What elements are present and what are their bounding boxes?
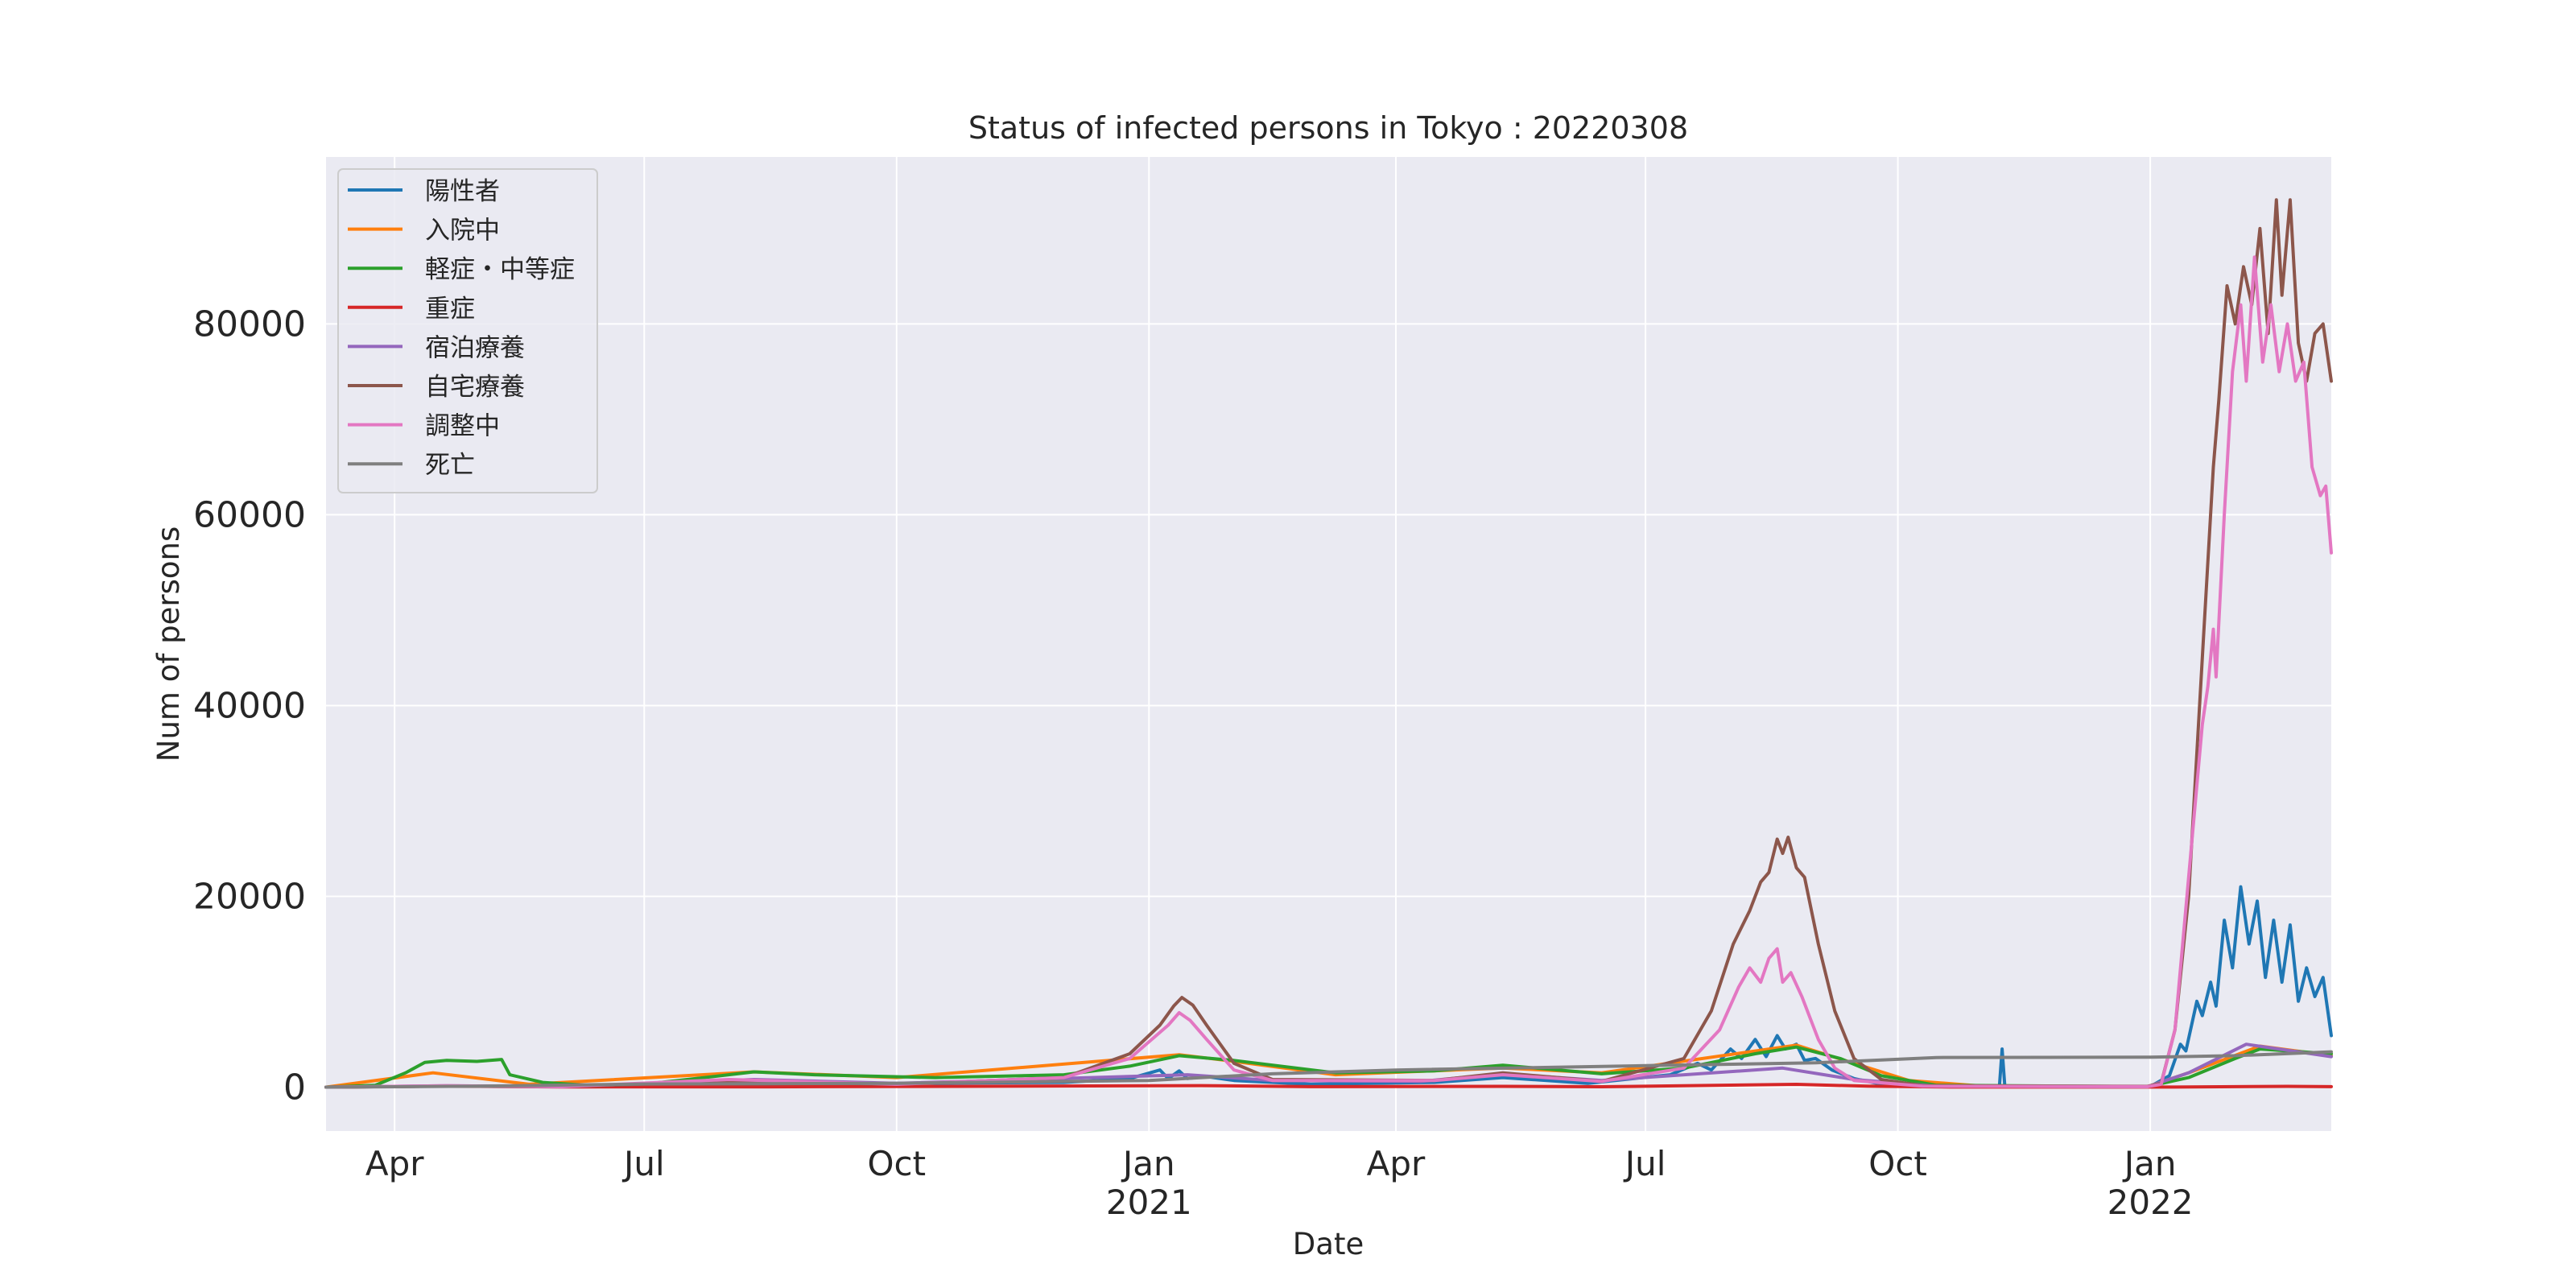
x-tick-label: Jul <box>1623 1144 1666 1183</box>
gridlines <box>326 157 2331 1131</box>
y-tick-label: 20000 <box>193 876 306 917</box>
series-line-2 <box>324 1045 2333 1089</box>
x-tick-label: Apr <box>365 1144 424 1183</box>
series-line-6 <box>324 255 2333 1089</box>
legend-label: 重症 <box>425 295 475 324</box>
series-line-5 <box>324 198 2333 1089</box>
y-axis-label: Num of persons <box>151 526 186 762</box>
x-tick-label: Jan <box>2122 1144 2177 1183</box>
legend-label: 調整中 <box>425 412 500 441</box>
legend-label: 陽性者 <box>425 177 500 206</box>
y-tick-label: 80000 <box>193 303 306 345</box>
legend-label: 軽症・中等症 <box>425 255 575 284</box>
legend-label: 自宅療養 <box>425 373 525 402</box>
x-tick-year-label: 2021 <box>1106 1183 1192 1222</box>
chart-title: Status of infected persons in Tokyo : 20… <box>968 110 1688 146</box>
legend-label: 死亡 <box>425 451 475 480</box>
x-tick-year-label: 2022 <box>2107 1183 2194 1222</box>
series-line-7 <box>324 1050 2333 1089</box>
x-tick-label: Oct <box>867 1144 926 1183</box>
x-tick-label: Jan <box>1121 1144 1175 1183</box>
x-axis-label: Date <box>1293 1227 1364 1261</box>
series-lines <box>324 198 2333 1089</box>
legend-label: 宿泊療養 <box>425 333 525 362</box>
legend-label: 入院中 <box>425 217 500 246</box>
x-tick-label: Jul <box>621 1144 665 1183</box>
y-axis-ticks: 0 20000 40000 60000 80000 <box>193 303 306 1108</box>
y-tick-label: 40000 <box>193 685 306 726</box>
y-tick-label: 0 <box>283 1067 306 1108</box>
x-tick-label: Apr <box>1367 1144 1426 1183</box>
y-tick-label: 60000 <box>193 494 306 535</box>
x-tick-label: Oct <box>1868 1144 1927 1183</box>
plot-area <box>326 157 2331 1131</box>
legend-box <box>337 168 598 493</box>
